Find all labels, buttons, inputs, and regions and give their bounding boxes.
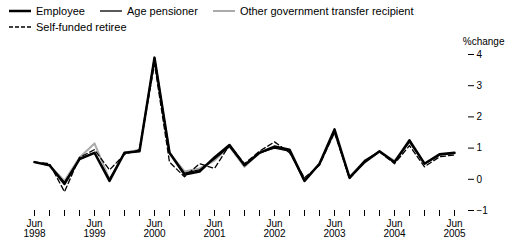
svg-text:Jun2004: Jun2004	[383, 218, 406, 239]
svg-text:Jun2002: Jun2002	[263, 218, 286, 239]
svg-text:Jun2005: Jun2005	[443, 218, 466, 239]
svg-text:0: 0	[477, 174, 483, 185]
svg-text:3: 3	[477, 80, 483, 91]
svg-text:2: 2	[477, 111, 483, 122]
svg-text:Jun1998: Jun1998	[23, 218, 46, 239]
html-text:Other government transfer reci: Other government transfer recipient	[239, 5, 414, 17]
svg-text:Jun1999: Jun1999	[83, 218, 106, 239]
html-text:Age pensioner: Age pensioner	[126, 5, 198, 17]
html-text:Employee: Employee	[36, 5, 85, 17]
svg-text:Jun2000: Jun2000	[143, 218, 166, 239]
svg-text:1: 1	[477, 142, 483, 153]
html-text:Self-funded retiree: Self-funded retiree	[36, 21, 127, 33]
svg-text:4: 4	[477, 49, 483, 60]
svg-text:Jun2001: Jun2001	[203, 218, 226, 239]
svg-text:%change: %change	[463, 36, 505, 47]
svg-text:Jun2003: Jun2003	[323, 218, 346, 239]
svg-text:−1: −1	[477, 205, 489, 216]
